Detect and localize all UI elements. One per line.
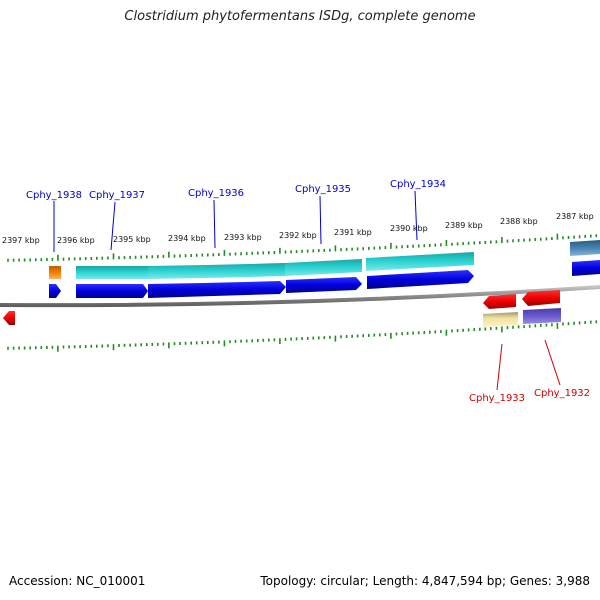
gene-arrow-offscreen-reverse (3, 311, 15, 325)
feature-block-cyan (148, 263, 285, 279)
feature-track-inner (483, 308, 561, 327)
leader-line (496, 343, 503, 391)
feature-block-cyan (366, 252, 474, 271)
gene-arrow-cphy-1933 (483, 294, 516, 309)
kbp-label: 2389 kbp (445, 221, 483, 230)
gene-arrow-cphy-1934 (367, 270, 474, 289)
gene-arrow-cphy-1935 (286, 277, 362, 293)
genome-stats-label: Topology: circular; Length: 4,847,594 bp… (260, 574, 590, 588)
kbp-label: 2390 kbp (390, 224, 428, 233)
gene-label-cphy-1933: Cphy_1933 (469, 393, 525, 404)
gene-arrow-cphy-1938 (49, 284, 61, 298)
gene-label-cphy-1932: Cphy_1932 (534, 388, 590, 399)
feature-block-cyan (76, 266, 148, 279)
genome-backbone (0, 285, 600, 308)
gene-arrow-offscreen-forward (572, 260, 600, 276)
leader-line (213, 199, 216, 249)
kbp-label: 2397 kbp (2, 236, 40, 245)
gene-label-cphy-1934: Cphy_1934 (390, 179, 446, 190)
kbp-label: 2388 kbp (500, 217, 538, 226)
feature-track-outer (49, 240, 600, 279)
kbp-label: 2395 kbp (113, 235, 151, 244)
gene-arrow-cphy-1932 (522, 290, 560, 306)
kbp-label: 2387 kbp (556, 212, 594, 221)
kbp-scale-labels: 2397 kbp 2396 kbp 2395 kbp 2394 kbp 2393… (2, 212, 594, 245)
leader-line (544, 339, 561, 386)
leader-line (110, 201, 116, 251)
kbp-label: 2396 kbp (57, 236, 95, 245)
kbp-label: 2392 kbp (279, 231, 317, 240)
kbp-label: 2394 kbp (168, 234, 206, 243)
gene-arrow-cphy-1936 (148, 281, 286, 298)
feature-block-yellow (483, 312, 518, 327)
gene-label-cphy-1937: Cphy_1937 (89, 190, 145, 201)
kbp-label: 2391 kbp (334, 228, 372, 237)
kbp-label: 2393 kbp (224, 233, 262, 242)
gene-label-cphy-1936: Cphy_1936 (188, 188, 244, 199)
reverse-strand-track (3, 290, 560, 325)
feature-block-cyan (285, 259, 362, 276)
gene-label-cphy-1935: Cphy_1935 (295, 184, 351, 195)
feature-block-purple (523, 308, 561, 324)
gene-labels: Cphy_1938 Cphy_1937 Cphy_1936 Cphy_1935 … (26, 179, 590, 404)
leader-line (414, 190, 418, 241)
page-title: Clostridium phytofermentans ISDg, comple… (124, 9, 476, 24)
gene-label-cphy-1938: Cphy_1938 (26, 190, 82, 201)
tick-ring-inner (7, 320, 598, 352)
tick-ring-outer (7, 233, 598, 262)
gene-label-leaders (53, 190, 561, 391)
accession-label: Accession: NC_010001 (9, 574, 146, 588)
feature-block-orange (49, 266, 61, 279)
feature-block-steel (570, 240, 600, 256)
gene-arrow-cphy-1937 (76, 284, 148, 298)
forward-strand-track (49, 260, 600, 298)
leader-line (319, 195, 322, 245)
